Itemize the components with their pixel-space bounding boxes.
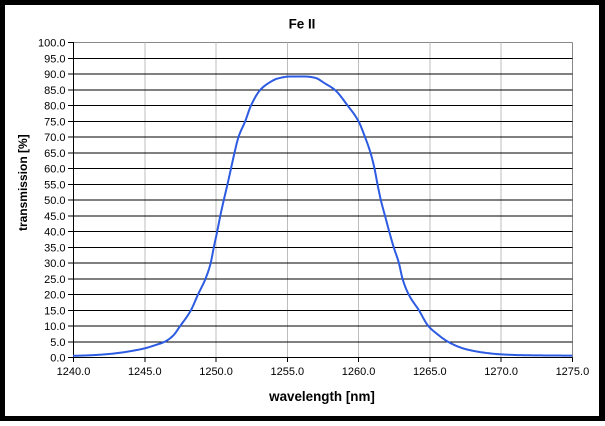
svg-text:wavelength [nm]: wavelength [nm] (268, 389, 375, 404)
svg-text:65.0: 65.0 (44, 148, 65, 160)
svg-text:1270.0: 1270.0 (484, 366, 518, 378)
svg-text:100.0: 100.0 (38, 38, 66, 50)
svg-text:25.0: 25.0 (44, 274, 65, 286)
svg-text:35.0: 35.0 (44, 242, 65, 254)
svg-text:1240.0: 1240.0 (57, 366, 91, 378)
svg-text:40.0: 40.0 (44, 227, 65, 239)
svg-text:55.0: 55.0 (44, 179, 65, 191)
svg-text:1255.0: 1255.0 (270, 366, 304, 378)
svg-text:1250.0: 1250.0 (199, 366, 233, 378)
svg-text:1265.0: 1265.0 (413, 366, 447, 378)
svg-text:1245.0: 1245.0 (128, 366, 162, 378)
svg-text:1275.0: 1275.0 (556, 366, 590, 378)
svg-text:95.0: 95.0 (44, 53, 65, 65)
svg-text:transmission [%]: transmission [%] (16, 134, 30, 231)
svg-text:60.0: 60.0 (44, 164, 65, 176)
svg-text:0.0: 0.0 (50, 353, 65, 365)
svg-text:5.0: 5.0 (50, 337, 65, 349)
svg-text:10.0: 10.0 (44, 321, 65, 333)
svg-text:75.0: 75.0 (44, 116, 65, 128)
svg-text:90.0: 90.0 (44, 69, 65, 81)
svg-text:50.0: 50.0 (44, 195, 65, 207)
svg-text:80.0: 80.0 (44, 101, 65, 113)
svg-text:70.0: 70.0 (44, 132, 65, 144)
svg-text:85.0: 85.0 (44, 85, 65, 97)
svg-text:Fe II: Fe II (289, 17, 316, 32)
svg-text:30.0: 30.0 (44, 258, 65, 270)
svg-text:20.0: 20.0 (44, 290, 65, 302)
svg-text:15.0: 15.0 (44, 305, 65, 317)
svg-text:1260.0: 1260.0 (342, 366, 376, 378)
svg-text:45.0: 45.0 (44, 211, 65, 223)
